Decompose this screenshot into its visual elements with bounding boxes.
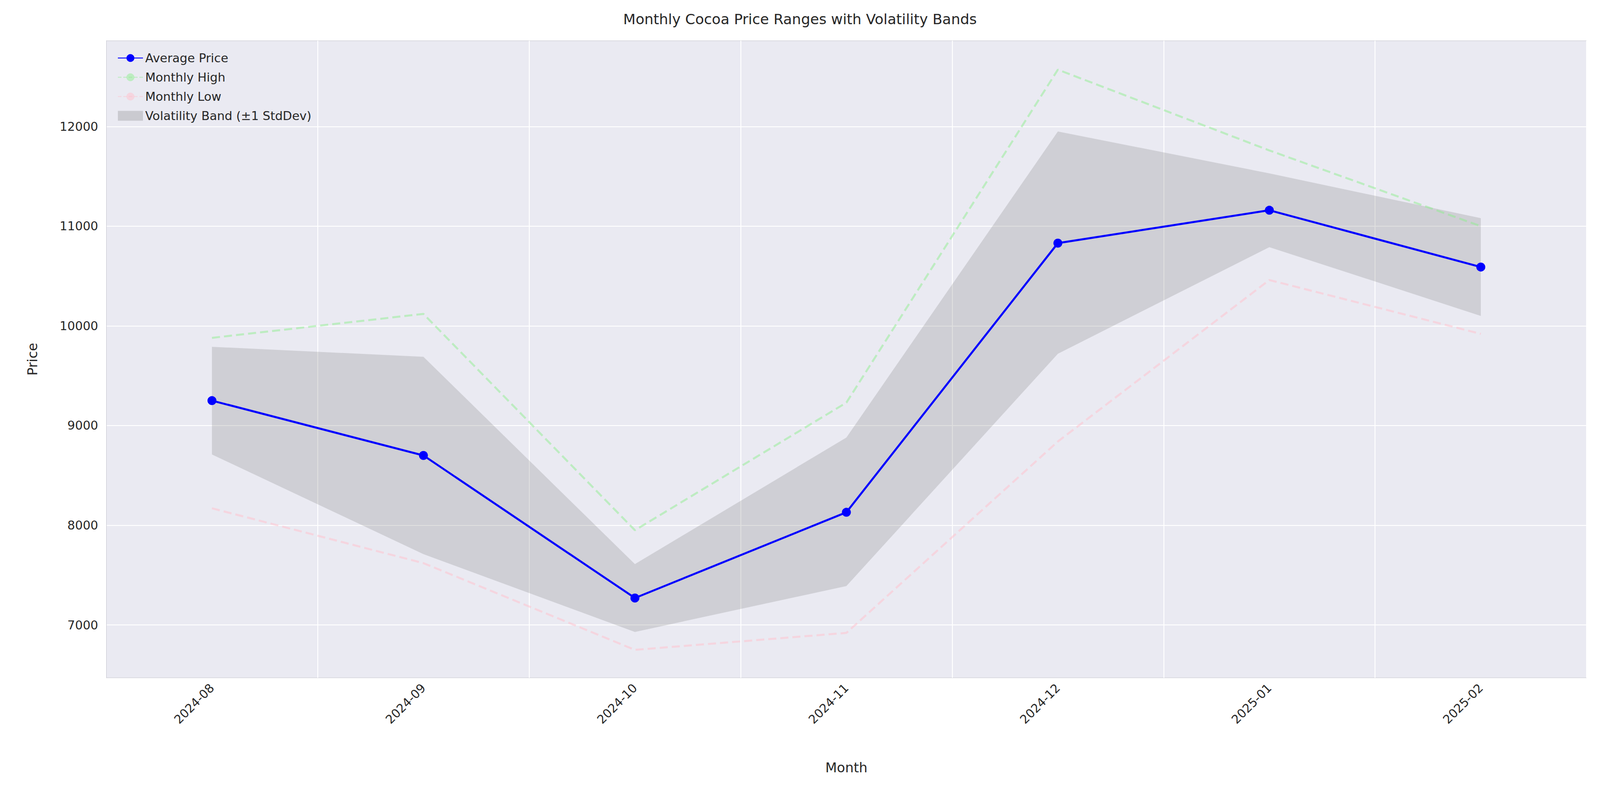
svg-text:7000: 7000 [67,618,99,633]
svg-text:Monthly Low: Monthly Low [145,89,222,104]
svg-text:Monthly Cocoa Price Ranges wit: Monthly Cocoa Price Ranges with Volatili… [623,10,978,28]
svg-text:8000: 8000 [67,518,99,533]
svg-text:2024-08: 2024-08 [171,681,217,727]
svg-text:Price: Price [24,342,41,376]
svg-text:11000: 11000 [59,219,99,234]
svg-text:2024-10: 2024-10 [594,681,640,727]
svg-text:2024-11: 2024-11 [805,681,852,727]
svg-text:9000: 9000 [67,418,99,433]
svg-text:2025-02: 2025-02 [1440,681,1486,727]
svg-text:2024-09: 2024-09 [382,681,429,727]
svg-text:Monthly High: Monthly High [145,70,226,85]
svg-text:Volatility Band (±1 StdDev): Volatility Band (±1 StdDev) [145,108,312,123]
svg-text:Average Price: Average Price [145,51,229,65]
svg-text:2024-12: 2024-12 [1017,681,1064,727]
svg-text:Month: Month [825,760,868,776]
svg-text:2025-01: 2025-01 [1228,681,1275,727]
svg-text:10000: 10000 [59,319,99,333]
svg-text:12000: 12000 [59,119,99,134]
